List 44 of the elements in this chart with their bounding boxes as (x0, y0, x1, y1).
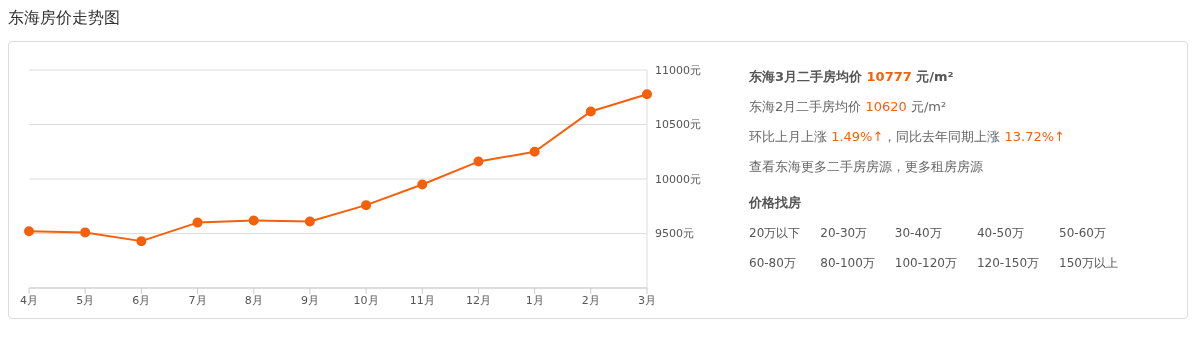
x-tick-label: 1月 (525, 293, 544, 307)
x-tick-label: 5月 (76, 293, 95, 307)
y-tick-label: 10500元 (655, 118, 701, 132)
point (248, 215, 259, 226)
text: 20-30万 (820, 225, 869, 242)
point (80, 227, 91, 238)
point (192, 217, 203, 228)
text: 150万以上 (1059, 255, 1118, 272)
point (361, 200, 372, 211)
x-tick-label: 6月 (132, 293, 151, 307)
point (136, 236, 147, 247)
x-tick-label: 8月 (244, 293, 263, 307)
point (473, 156, 484, 167)
text: 查看东海更多二手房房源，更多租房房源 (749, 159, 983, 174)
text: 40-50万 (976, 225, 1025, 242)
y-tick-label: 9500元 (655, 227, 694, 241)
chart-title: 东海房价走势图 (8, 8, 121, 29)
text: 20万以下 (749, 225, 801, 242)
x-tick-label: 4月 (20, 293, 38, 307)
point (24, 226, 34, 237)
x-tick-label: 10月 (353, 293, 379, 307)
text: 东海3月二手房均价 10777 元/m² (749, 69, 954, 84)
text: 东海2月二手房均价 10620 元/m² (749, 99, 947, 114)
text: 价格找房 (749, 195, 801, 210)
text: 50-60万 (1059, 225, 1107, 242)
point (417, 179, 428, 190)
x-tick-label: 7月 (188, 293, 207, 307)
text: 环比上月上涨 1.49%↑，同比去年同期上涨 13.72%↑ (749, 129, 1065, 144)
text: 80-100万 (820, 255, 875, 272)
point (304, 216, 315, 227)
point (529, 146, 540, 157)
point (585, 106, 596, 117)
y-tick-label: 11000元 (655, 63, 701, 77)
x-tick-label: 2月 (581, 293, 600, 307)
point (642, 89, 652, 100)
x-tick-label: 9月 (300, 293, 319, 307)
text: 100-120万 (894, 255, 957, 272)
x-tick-label: 12月 (465, 293, 491, 307)
x-tick-label: 3月 (638, 293, 656, 307)
text: 60-80万 (749, 255, 797, 272)
y-tick-label: 10000元 (655, 172, 701, 186)
text: 120-150万 (976, 255, 1040, 272)
text: 30-40万 (894, 225, 943, 242)
x-tick-label: 11月 (409, 293, 435, 307)
